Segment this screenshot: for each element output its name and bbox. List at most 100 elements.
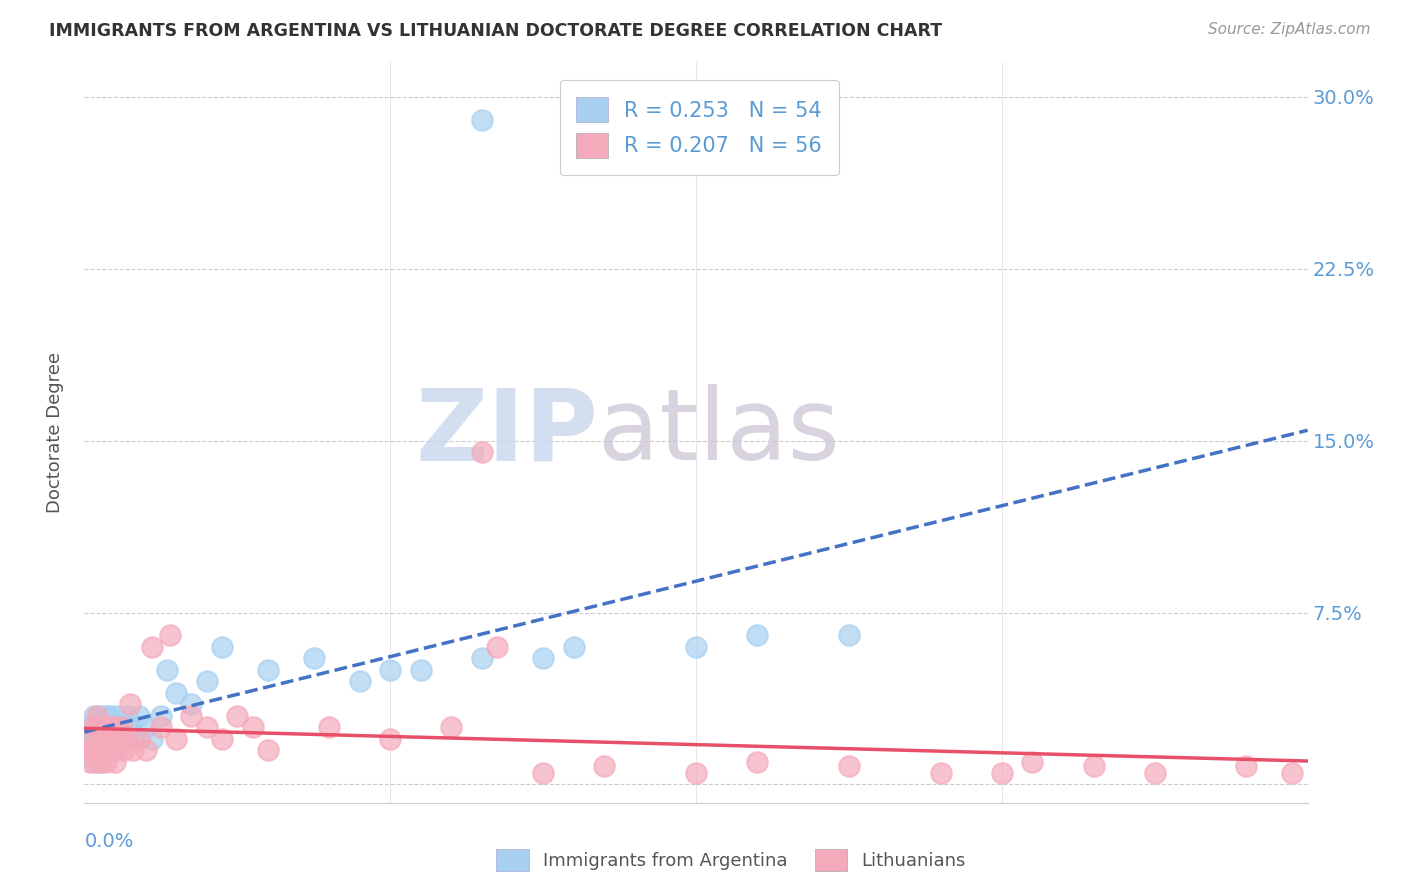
Point bbox=[79, 720, 101, 734]
Point bbox=[929, 766, 952, 780]
Point bbox=[94, 731, 117, 746]
Point bbox=[97, 708, 120, 723]
Point bbox=[141, 640, 163, 654]
Point bbox=[120, 698, 142, 712]
Point bbox=[101, 731, 124, 746]
Point bbox=[685, 640, 707, 654]
Point bbox=[1281, 766, 1303, 780]
Point bbox=[440, 720, 463, 734]
Point bbox=[86, 755, 108, 769]
Text: atlas: atlas bbox=[598, 384, 839, 481]
Point bbox=[94, 720, 117, 734]
Point bbox=[110, 720, 132, 734]
Point bbox=[1143, 766, 1166, 780]
Point bbox=[135, 743, 157, 757]
Point bbox=[141, 731, 163, 746]
Point bbox=[86, 708, 108, 723]
Point bbox=[83, 743, 105, 757]
Point bbox=[531, 766, 554, 780]
Point bbox=[101, 743, 124, 757]
Point bbox=[1236, 759, 1258, 773]
Point bbox=[531, 651, 554, 665]
Text: ZIP: ZIP bbox=[415, 384, 598, 481]
Text: Source: ZipAtlas.com: Source: ZipAtlas.com bbox=[1208, 22, 1371, 37]
Point bbox=[747, 628, 769, 642]
Point bbox=[593, 759, 616, 773]
Point bbox=[76, 743, 98, 757]
Point bbox=[79, 731, 101, 746]
Point bbox=[91, 731, 114, 746]
Point bbox=[101, 720, 124, 734]
Point bbox=[91, 743, 114, 757]
Point bbox=[471, 651, 494, 665]
Point bbox=[257, 743, 280, 757]
Point bbox=[97, 743, 120, 757]
Point bbox=[180, 698, 202, 712]
Point bbox=[156, 663, 179, 677]
Point bbox=[101, 731, 124, 746]
Point bbox=[257, 663, 280, 677]
Point bbox=[195, 720, 218, 734]
Point bbox=[211, 640, 233, 654]
Point bbox=[120, 720, 142, 734]
Point bbox=[747, 755, 769, 769]
Text: 0.0%: 0.0% bbox=[84, 832, 134, 852]
Point bbox=[94, 755, 117, 769]
Point bbox=[91, 743, 114, 757]
Point bbox=[149, 708, 172, 723]
Point bbox=[165, 731, 187, 746]
Y-axis label: Doctorate Degree: Doctorate Degree bbox=[45, 352, 63, 513]
Point bbox=[115, 731, 138, 746]
Point bbox=[562, 640, 585, 654]
Point bbox=[211, 731, 233, 746]
Point bbox=[89, 731, 111, 746]
Point bbox=[1083, 759, 1105, 773]
Point bbox=[180, 708, 202, 723]
Point bbox=[112, 743, 135, 757]
Point bbox=[97, 720, 120, 734]
Point bbox=[91, 720, 114, 734]
Point bbox=[91, 731, 114, 746]
Point bbox=[89, 743, 111, 757]
Point bbox=[104, 743, 127, 757]
Point bbox=[122, 743, 145, 757]
Point bbox=[89, 755, 111, 769]
Point bbox=[149, 720, 172, 734]
Point bbox=[97, 743, 120, 757]
Point bbox=[349, 674, 371, 689]
Legend: Immigrants from Argentina, Lithuanians: Immigrants from Argentina, Lithuanians bbox=[489, 842, 973, 879]
Point bbox=[104, 720, 127, 734]
Point bbox=[991, 766, 1014, 780]
Legend: R = 0.253   N = 54, R = 0.207   N = 56: R = 0.253 N = 54, R = 0.207 N = 56 bbox=[560, 80, 838, 175]
Point bbox=[128, 708, 150, 723]
Point bbox=[86, 720, 108, 734]
Point bbox=[471, 112, 494, 127]
Point bbox=[104, 708, 127, 723]
Point bbox=[195, 674, 218, 689]
Point bbox=[318, 720, 340, 734]
Point bbox=[242, 720, 264, 734]
Point bbox=[1021, 755, 1043, 769]
Point bbox=[83, 755, 105, 769]
Point bbox=[89, 708, 111, 723]
Point bbox=[685, 766, 707, 780]
Point bbox=[94, 731, 117, 746]
Point bbox=[226, 708, 249, 723]
Point bbox=[86, 731, 108, 746]
Point bbox=[86, 743, 108, 757]
Point bbox=[83, 720, 105, 734]
Point bbox=[89, 720, 111, 734]
Point bbox=[97, 720, 120, 734]
Point bbox=[107, 720, 129, 734]
Text: IMMIGRANTS FROM ARGENTINA VS LITHUANIAN DOCTORATE DEGREE CORRELATION CHART: IMMIGRANTS FROM ARGENTINA VS LITHUANIAN … bbox=[49, 22, 942, 40]
Point bbox=[83, 708, 105, 723]
Point bbox=[159, 628, 181, 642]
Point bbox=[112, 731, 135, 746]
Point bbox=[104, 731, 127, 746]
Point bbox=[79, 755, 101, 769]
Point bbox=[83, 731, 105, 746]
Point bbox=[380, 663, 402, 677]
Point bbox=[135, 720, 157, 734]
Point bbox=[94, 720, 117, 734]
Point bbox=[110, 720, 132, 734]
